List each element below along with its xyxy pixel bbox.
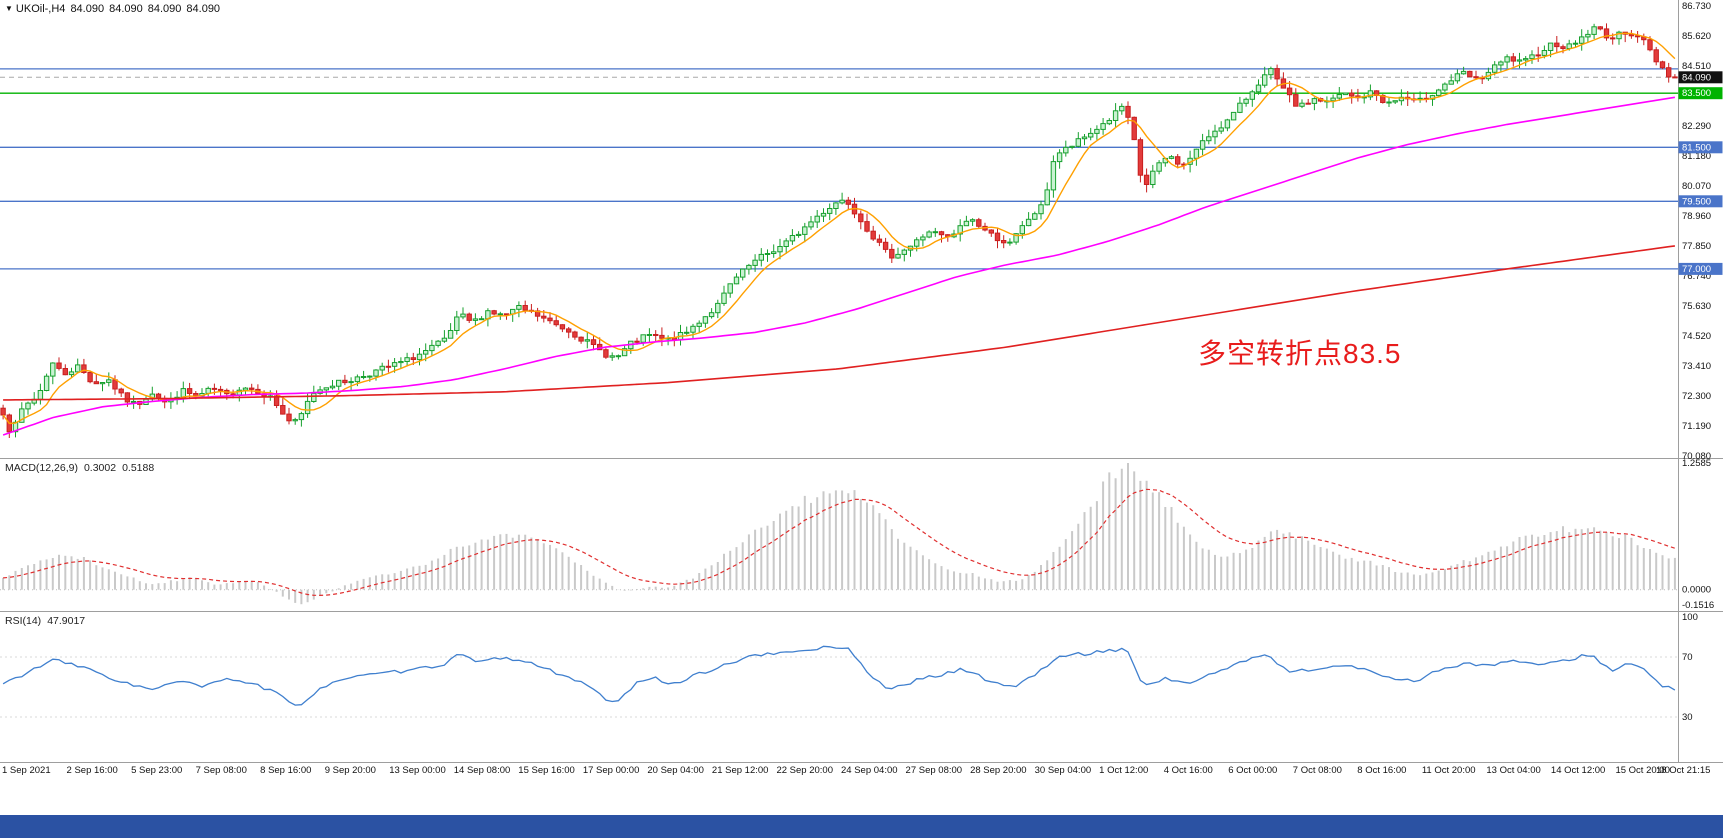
svg-text:75.630: 75.630 <box>1682 301 1711 312</box>
rsi-line <box>2 645 1676 706</box>
svg-text:72.300: 72.300 <box>1682 391 1711 402</box>
svg-text:83.500: 83.500 <box>1682 88 1711 99</box>
time-label: 7 Sep 08:00 <box>195 765 247 776</box>
chart-dropdown-icon[interactable]: ▼ <box>5 4 13 13</box>
rsi-axis: 100 70 30 <box>1682 612 1698 723</box>
time-label: 20 Sep 04:00 <box>647 765 704 776</box>
ma-mid-line <box>2 96 1676 436</box>
svg-text:77.850: 77.850 <box>1682 241 1711 252</box>
time-label: 6 Oct 00:00 <box>1228 765 1278 776</box>
time-label: 21 Sep 12:00 <box>711 765 769 776</box>
time-label: 24 Sep 04:00 <box>841 765 898 776</box>
svg-text:86.730: 86.730 <box>1682 1 1711 12</box>
time-label: 13 Sep 00:00 <box>389 765 446 776</box>
rsi-value: 47.9017 <box>47 615 86 627</box>
svg-text:84.510: 84.510 <box>1682 61 1711 72</box>
bottom-bar <box>0 815 1723 838</box>
svg-text:81.180: 81.180 <box>1682 151 1711 162</box>
chart-annotation-text: 多空转折点83.5 <box>1198 338 1402 369</box>
candlesticks <box>0 23 1678 438</box>
rsi-indicator-label: RSI(14) 47.9017 <box>5 615 91 627</box>
svg-text:79.500: 79.500 <box>1682 196 1711 207</box>
ohlc-high: 84.090 <box>109 3 143 15</box>
svg-text:70.080: 70.080 <box>1682 451 1711 462</box>
symbol-ohlc-label: ▼ UKOil-,H4 84.090 84.090 84.090 84.090 <box>5 3 225 15</box>
time-label: 9 Sep 20:00 <box>324 765 376 776</box>
svg-text:82.290: 82.290 <box>1682 121 1711 132</box>
time-label: 22 Sep 20:00 <box>776 765 833 776</box>
macd-histogram <box>0 463 1678 605</box>
time-label: 7 Oct 08:00 <box>1292 765 1342 776</box>
time-label: 11 Oct 20:00 <box>1421 765 1476 776</box>
panel-separators <box>0 0 1723 763</box>
svg-text:80.070: 80.070 <box>1682 181 1711 192</box>
macd-signal-value: 0.5188 <box>122 462 155 474</box>
time-label: 4 Oct 16:00 <box>1163 765 1213 776</box>
horizontal-levels[interactable] <box>0 68 1678 270</box>
time-label: 28 Sep 20:00 <box>970 765 1027 776</box>
svg-text:78.960: 78.960 <box>1682 211 1711 222</box>
svg-text:0.0000: 0.0000 <box>1682 585 1711 596</box>
time-label: 18 Oct 21:15 <box>1656 765 1711 776</box>
time-label: 5 Sep 23:00 <box>131 765 183 776</box>
rsi-name: RSI(14) <box>5 615 42 627</box>
svg-text:100: 100 <box>1682 612 1698 623</box>
time-label: 14 Sep 08:00 <box>453 765 511 776</box>
time-label: 27 Sep 08:00 <box>905 765 963 776</box>
time-label: 15 Sep 16:00 <box>518 765 575 776</box>
svg-text:73.410: 73.410 <box>1682 361 1711 372</box>
ohlc-open: 84.090 <box>70 3 105 15</box>
time-axis[interactable]: 1 Sep 2021 2 Sep 16:00 5 Sep 23:00 7 Sep 08… <box>0 765 1723 781</box>
time-label: 1 Oct 12:00 <box>1099 765 1149 776</box>
svg-text:85.620: 85.620 <box>1682 31 1711 42</box>
current-price-badge <box>1678 71 1723 84</box>
svg-text:1.2585: 1.2585 <box>1682 458 1711 469</box>
macd-indicator-label: MACD(12,26,9) 0.3002 0.5188 <box>5 462 160 474</box>
ohlc-low: 84.090 <box>147 3 182 15</box>
rsi-plot <box>0 645 1678 718</box>
svg-text:76.740: 76.740 <box>1682 271 1711 282</box>
price-axis-badges: 83.500 81.500 79.500 77.000 84.090 <box>1678 71 1723 275</box>
time-label: 14 Oct 12:00 <box>1550 765 1606 776</box>
time-label: 13 Oct 04:00 <box>1486 765 1541 776</box>
ohlc-close: 84.090 <box>186 3 221 15</box>
svg-text:-0.1516: -0.1516 <box>1682 600 1714 611</box>
time-label: 8 Sep 16:00 <box>260 765 312 776</box>
svg-text:84.090: 84.090 <box>1682 72 1711 83</box>
svg-text:81.500: 81.500 <box>1682 142 1711 153</box>
time-label: 2 Sep 16:00 <box>66 765 118 776</box>
time-label: 17 Sep 00:00 <box>582 765 640 776</box>
time-label: 8 Oct 16:00 <box>1357 765 1407 776</box>
svg-text:74.520: 74.520 <box>1682 331 1711 342</box>
time-label: 1 Sep 2021 <box>2 765 51 776</box>
symbol-name: UKOil-,H4 <box>15 3 66 15</box>
macd-axis: 1.2585 0.0000 -0.1516 <box>1682 458 1714 611</box>
svg-text:30: 30 <box>1682 712 1693 723</box>
time-label: 15 Oct 20:00 <box>1615 765 1670 776</box>
ma-slow-line <box>3 245 1676 401</box>
time-label: 30 Sep 04:00 <box>1034 765 1092 776</box>
svg-text:77.000: 77.000 <box>1682 264 1711 275</box>
svg-text:70: 70 <box>1682 652 1693 663</box>
ma-fast-line <box>2 32 1676 425</box>
price-axis[interactable]: 86.73085.62084.51083.40082.29081.18080.0… <box>1682 1 1711 462</box>
macd-name: MACD(12,26,9) <box>5 462 78 474</box>
svg-text:71.190: 71.190 <box>1682 421 1711 432</box>
macd-value: 0.3002 <box>83 462 117 474</box>
macd-signal-line <box>3 488 1676 597</box>
